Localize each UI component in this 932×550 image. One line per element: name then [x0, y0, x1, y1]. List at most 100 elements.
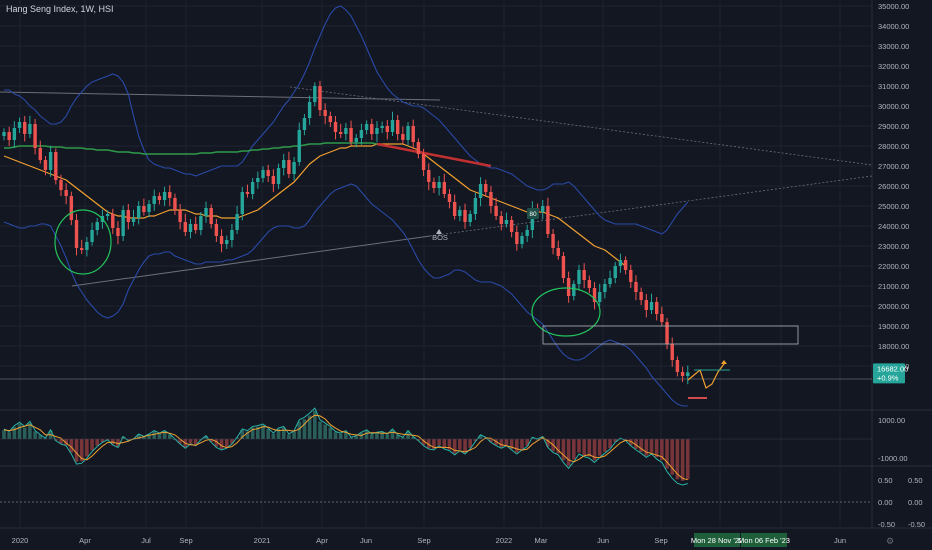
macd-histogram-bar	[447, 439, 452, 450]
candle-body	[80, 248, 84, 250]
macd-histogram-bar	[100, 439, 105, 443]
candle-body	[142, 206, 146, 212]
macd-histogram-bar	[266, 429, 270, 439]
macd-histogram-bar	[224, 439, 229, 448]
candle-body	[447, 194, 452, 202]
settings-gear-icon: ⚙	[886, 537, 894, 547]
candle-body	[105, 214, 110, 216]
price-tick-label: 23000.00	[878, 242, 909, 251]
macd-histogram-bar	[162, 431, 167, 439]
last-price-badge	[873, 363, 905, 384]
macd-histogram-bar	[302, 419, 307, 439]
bos-label: BOS	[432, 233, 448, 242]
candle-body	[48, 152, 53, 170]
price-tick-label: 18000.00	[878, 342, 909, 351]
candle-body	[494, 206, 498, 216]
macd-histogram-bar	[452, 439, 457, 454]
macd-histogram-bar	[261, 425, 265, 439]
chart-title: Hang Seng Index, 1W, HSI	[6, 4, 114, 14]
macd-histogram-bar	[79, 439, 84, 462]
time-tick-label: Apr	[79, 536, 91, 545]
macd-histogram-bar	[468, 439, 472, 449]
candle-body	[95, 222, 99, 230]
candle-body	[173, 198, 177, 210]
candle-body	[307, 102, 312, 118]
macd-histogram-bar	[59, 439, 63, 444]
macd-histogram-bar	[660, 439, 664, 461]
price-tick-label: 21000.00	[878, 282, 909, 291]
time-highlight-label: Mon 28 Nov '22	[691, 536, 743, 545]
oscillator-pane[interactable]: 0.50 0.00 -0.50 0.50 0.00 -0.50	[0, 476, 925, 529]
annotations: BOS 80	[54, 208, 799, 399]
candle-body	[323, 110, 327, 116]
macd-histogram-bar	[209, 439, 213, 443]
time-tick-label: Jun	[360, 536, 372, 545]
candle-body	[437, 182, 441, 188]
macd-pane[interactable]	[0, 407, 872, 486]
time-tick-label: 2022	[496, 536, 513, 545]
candle-body	[168, 192, 172, 198]
macd-histogram-bar	[69, 439, 74, 453]
macd-histogram-bar	[639, 439, 643, 452]
candle-body	[660, 314, 664, 322]
price-tick-label: 30000.00	[878, 102, 909, 111]
macd-histogram-bar	[136, 434, 141, 439]
candle-body	[2, 132, 6, 136]
candle-body	[504, 220, 509, 224]
time-tick-label: Sep	[179, 536, 192, 545]
time-tick-label: 2020	[12, 536, 29, 545]
macd-histogram-bar	[608, 439, 612, 449]
time-tick-label: Sep	[654, 536, 667, 545]
candle-body	[618, 260, 623, 266]
macd-histogram-bar	[670, 439, 675, 475]
candle-body	[546, 206, 550, 234]
macd-histogram-bar	[375, 432, 379, 439]
candle-body	[463, 210, 467, 222]
candle-body	[74, 220, 79, 248]
candle-body	[577, 270, 581, 284]
last-price-label: 16682.00	[877, 364, 908, 373]
price-tick-label: 19000.00	[878, 322, 909, 331]
candle-body	[442, 182, 446, 194]
candle-body	[675, 360, 680, 372]
candle-body	[193, 224, 198, 230]
candle-body	[245, 192, 250, 194]
price-pane[interactable]: BOS 80	[0, 5, 873, 407]
candle-body	[214, 224, 219, 236]
time-axis[interactable]: 2020AprJulSep2021AprJunSep2022MarJunSepD…	[12, 533, 894, 547]
candle-body	[520, 236, 524, 244]
macd-histogram-bar	[675, 439, 680, 480]
candle-body	[90, 230, 94, 242]
trendline-upper-ext	[289, 86, 873, 166]
candle-body	[344, 128, 348, 134]
macd-histogram-bar	[152, 431, 157, 439]
time-tick-label: Mar	[535, 536, 548, 545]
candle-body	[515, 232, 519, 244]
macd-histogram-bar	[235, 437, 239, 439]
candle-body	[634, 282, 638, 292]
macd-histogram-bar	[276, 429, 281, 439]
price-tick-label: 26000.00	[878, 182, 909, 191]
candle-body	[452, 202, 457, 216]
macd-histogram-bar	[74, 439, 79, 462]
price-axis[interactable]: 35000.00 34000.00 33000.00 32000.00 31000.00…	[873, 2, 909, 463]
macd-histogram-bar	[95, 439, 100, 446]
candle-body	[587, 280, 592, 288]
macd-histogram-bar	[577, 439, 581, 453]
time-highlight-label: Mon 06 Feb '23	[738, 536, 790, 545]
macd-histogram-bar	[292, 431, 296, 439]
macd-histogram-bar	[685, 439, 690, 480]
forecast-path	[687, 363, 725, 389]
candle-body	[157, 196, 162, 200]
macd-histogram-bar	[214, 439, 219, 447]
candle-body	[670, 344, 674, 360]
candle-body	[131, 218, 136, 222]
osc-tick-left: 0.00	[878, 498, 893, 507]
candle-body	[199, 216, 203, 230]
macd-histogram-bar	[240, 429, 245, 439]
macd-histogram-bar	[313, 410, 317, 439]
macd-histogram-bar	[592, 439, 597, 461]
candle-body	[54, 152, 58, 180]
candle-body	[613, 266, 617, 278]
